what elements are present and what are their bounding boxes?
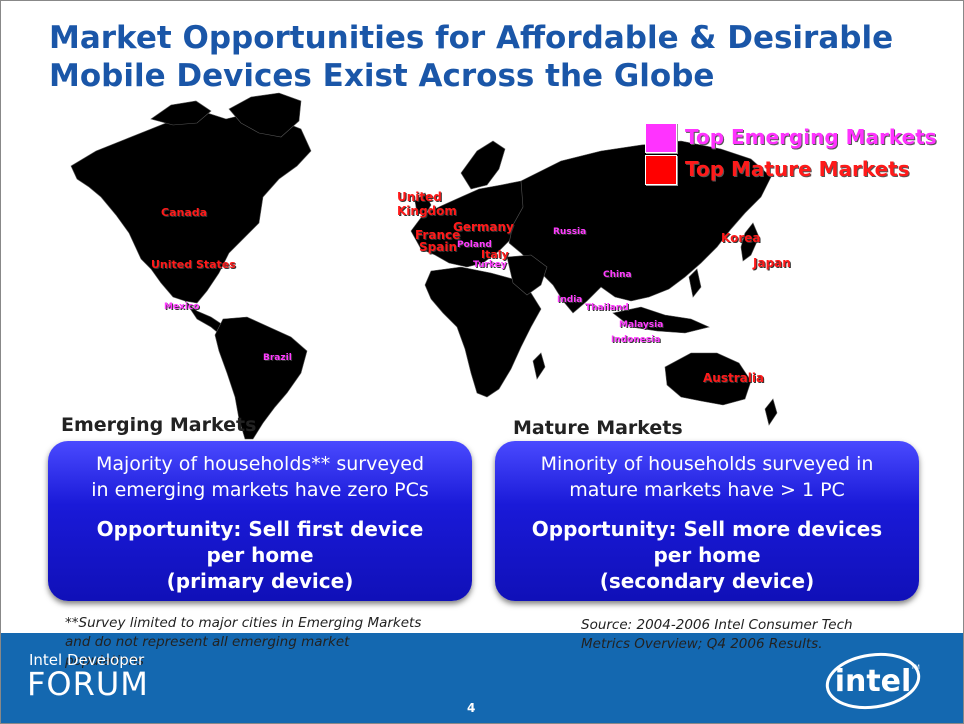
emerging-opp-line-3: (primary device) <box>166 569 354 593</box>
survey-note-line-1: **Survey limited to major cities in Emer… <box>65 615 422 631</box>
source-note: Source: 2004-2006 Intel Consumer Tech Me… <box>581 616 853 654</box>
australia-shape <box>664 352 752 406</box>
title-line-1: Market Opportunities for Affordable & De… <box>49 20 894 56</box>
label-india: India <box>557 295 583 305</box>
survey-note: **Survey limited to major cities in Emer… <box>65 614 421 671</box>
emerging-heading: Emerging Markets <box>61 414 257 436</box>
label-united-kingdom-2: Kingdom <box>397 204 457 218</box>
mature-opp-line-2: per home <box>653 543 761 567</box>
intel-logo: intel TM <box>825 652 921 710</box>
survey-note-line-3: populations <box>65 653 144 669</box>
label-china: China <box>603 270 632 280</box>
mature-swatch <box>645 155 677 185</box>
southeast-asia-islands-shape <box>612 306 710 334</box>
mature-box: Minority of households surveyed in matur… <box>495 441 919 601</box>
label-united-kingdom-1: United <box>397 190 442 204</box>
arctic-islands-shape <box>150 100 212 126</box>
uk-shape <box>414 192 432 216</box>
label-spain: Spain <box>419 240 457 254</box>
emerging-main-line-2: in emerging markets have zero PCs <box>91 479 429 501</box>
legend-mature: Top Mature Markets <box>645 155 963 185</box>
label-korea: Korea <box>721 231 761 245</box>
label-mexico: Mexico <box>164 302 200 312</box>
page-number: 4 <box>467 701 476 715</box>
mature-main-line-1: Minority of households surveyed in <box>540 453 874 475</box>
philippines-shape <box>688 268 702 298</box>
label-indonesia: Indonesia <box>611 335 661 345</box>
label-thailand: Thailand <box>585 303 629 313</box>
legend-emerging-label: Top Emerging Markets <box>685 125 937 149</box>
greenland-shape <box>228 92 302 138</box>
label-canada: Canada <box>161 206 208 219</box>
japan-shape <box>740 222 760 262</box>
slide-title: Market Opportunities for Affordable & De… <box>49 19 929 95</box>
mature-heading: Mature Markets <box>513 417 683 439</box>
madagascar-shape <box>532 352 546 380</box>
label-poland: Poland <box>457 240 492 250</box>
mature-opp-line-1: Opportunity: Sell more devices <box>531 517 883 541</box>
new-zealand-shape <box>764 398 778 426</box>
legend-emerging: Top Emerging Markets <box>645 123 963 153</box>
label-australia: Australia <box>703 371 765 385</box>
scandinavia-shape <box>460 140 506 190</box>
label-turkey: Turkey <box>473 260 507 270</box>
idf-logo-forum: FORUM <box>27 665 149 703</box>
south-america-shape <box>214 316 308 440</box>
label-malaysia: Malaysia <box>619 320 664 330</box>
arabia-shape <box>506 254 548 296</box>
source-note-line-2: Metrics Overview; Q4 2006 Results. <box>581 636 823 652</box>
idf-logo-top: Intel Developer <box>29 651 145 669</box>
legend-mature-label: Top Mature Markets <box>685 157 910 181</box>
label-japan: Japan <box>753 256 791 270</box>
mature-main-line-2: mature markets have > 1 PC <box>569 479 845 501</box>
emerging-swatch <box>645 123 677 153</box>
title-line-2: Mobile Devices Exist Across the Globe <box>49 58 715 94</box>
label-france: France <box>415 228 461 242</box>
label-united-states: United States <box>151 258 236 271</box>
emerging-opportunity: Opportunity: Sell first device per home … <box>58 516 462 594</box>
label-italy: Italy <box>481 248 509 261</box>
emerging-main-line-1: Majority of households** surveyed <box>95 453 425 475</box>
mature-opportunity: Opportunity: Sell more devices per home … <box>505 516 909 594</box>
label-brazil: Brazil <box>263 353 292 363</box>
emerging-main-text: Majority of households** surveyed in eme… <box>58 451 462 503</box>
emerging-opp-line-2: per home <box>206 543 314 567</box>
label-germany: Germany <box>453 220 514 234</box>
mature-opp-line-3: (secondary device) <box>599 569 815 593</box>
source-note-line-1: Source: 2004-2006 Intel Consumer Tech <box>581 617 853 633</box>
survey-note-line-2: and do not represent all emerging market <box>65 634 350 650</box>
mature-main-text: Minority of households surveyed in matur… <box>505 451 909 503</box>
label-russia: Russia <box>553 227 587 237</box>
emerging-opp-line-1: Opportunity: Sell first device <box>96 517 424 541</box>
svg-text:intel: intel <box>835 664 912 699</box>
footer-band <box>1 633 963 723</box>
emerging-box: Majority of households** surveyed in eme… <box>48 441 472 601</box>
world-map <box>70 92 778 440</box>
svg-text:TM: TM <box>910 664 920 671</box>
